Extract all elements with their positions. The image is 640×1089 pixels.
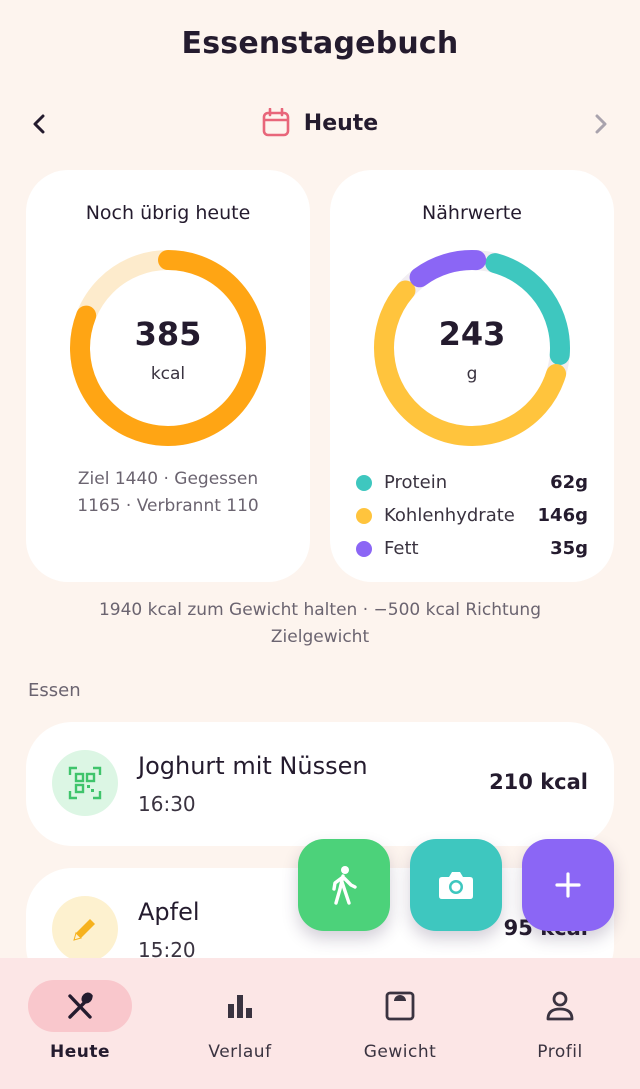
nutrients-total-unit: g	[466, 364, 478, 384]
nav-item-profil[interactable]: Profil	[490, 980, 630, 1080]
remaining-card-title: Noch übrig heute	[85, 202, 251, 224]
nav-label: Verlauf	[208, 1042, 272, 1062]
nav-item-gewicht[interactable]: Gewicht	[330, 980, 470, 1080]
legend-value: 35g	[550, 538, 588, 559]
person-icon	[546, 991, 574, 1021]
page-title: Essenstagebuch	[181, 26, 459, 61]
bar-chart-icon	[228, 995, 252, 1018]
camera-icon	[439, 872, 473, 899]
previous-day-button[interactable]	[22, 106, 58, 142]
maintenance-line-2: Zielgewicht	[270, 627, 370, 647]
legend-item-carbs: Kohlenhydrate 146g	[356, 499, 588, 532]
meal-calories: 210 kcal	[489, 770, 588, 794]
pencil-icon	[73, 919, 95, 941]
fat-segment	[409, 250, 487, 288]
legend-label: Protein	[384, 472, 448, 493]
nav-icon-container	[188, 980, 292, 1032]
add-meal-button[interactable]	[522, 839, 614, 931]
fat-dot-icon	[356, 540, 372, 557]
remaining-calories-ring	[70, 250, 266, 446]
nutrients-card-title: Nährwerte	[422, 202, 522, 224]
date-label: Heute	[303, 110, 379, 136]
date-selector[interactable]: Heute	[0, 108, 640, 138]
protein-dot-icon	[356, 474, 372, 491]
meal-source-icon	[52, 896, 118, 962]
legend-label: Kohlenhydrate	[384, 505, 515, 526]
nutrients-total-value: 243	[438, 315, 506, 353]
log-activity-button[interactable]	[298, 839, 390, 931]
meal-time: 16:30	[138, 792, 196, 816]
legend-item-protein: Protein 62g	[356, 466, 588, 499]
calorie-stats: Ziel 1440 · Gegessen 1165 · Verbrannt 11…	[46, 466, 290, 520]
bottom-navigation: Heute Verlauf Gewicht Profil	[0, 958, 640, 1089]
meal-name: Apfel	[138, 898, 200, 926]
chevron-left-icon	[33, 114, 45, 134]
legend-item-fat: Fett 35g	[356, 532, 588, 565]
calorie-stats-line-1: Ziel 1440 · Gegessen	[77, 469, 259, 489]
nav-label: Heute	[49, 1042, 111, 1062]
calendar-icon	[262, 108, 290, 137]
meal-name: Joghurt mit Nüssen	[138, 752, 368, 780]
nav-item-verlauf[interactable]: Verlauf	[170, 980, 310, 1080]
protein-segment	[485, 253, 570, 365]
nav-icon-container	[28, 980, 132, 1032]
nav-icon-container	[348, 980, 452, 1032]
maintenance-line-1: 1940 kcal zum Gewicht halten · −500 kcal…	[98, 600, 542, 620]
legend-value: 146g	[537, 505, 588, 526]
fork-knife-icon	[68, 992, 93, 1019]
maintenance-info: 1940 kcal zum Gewicht halten · −500 kcal…	[40, 597, 600, 651]
nav-label: Profil	[537, 1042, 583, 1062]
nav-icon-container	[508, 980, 612, 1032]
carbs-dot-icon	[356, 507, 372, 524]
remaining-calories-card[interactable]: Noch übrig heute 385 kcal Ziel 1440 · Ge…	[26, 170, 310, 582]
meals-section-label: Essen	[28, 680, 81, 701]
ring-progress-arc	[70, 250, 266, 446]
walking-icon	[332, 866, 357, 905]
date-navigation: Heute	[0, 100, 640, 148]
nutrients-legend: Protein 62g Kohlenhydrate 146g Fett 35g	[356, 466, 588, 565]
meal-source-icon	[52, 750, 118, 816]
qr-code-icon	[68, 766, 102, 800]
remaining-calories-unit: kcal	[150, 364, 186, 384]
chevron-right-icon	[595, 114, 607, 134]
camera-button[interactable]	[410, 839, 502, 931]
nav-item-heute[interactable]: Heute	[10, 980, 150, 1080]
next-day-button[interactable]	[582, 106, 618, 142]
calorie-stats-line-2: 1165 · Verbrannt 110	[77, 496, 259, 516]
carbs-segment	[374, 280, 567, 446]
nav-label: Gewicht	[363, 1042, 437, 1062]
nutrients-card[interactable]: Nährwerte 243 g Protein 62g Kohlenhydrat…	[330, 170, 614, 582]
meal-item[interactable]: Joghurt mit Nüssen 16:30 210 kcal	[26, 722, 614, 846]
legend-value: 62g	[550, 472, 588, 493]
nutrients-ring	[374, 250, 570, 446]
legend-label: Fett	[384, 538, 419, 559]
remaining-calories-value: 385	[134, 315, 202, 353]
plus-icon	[555, 872, 581, 898]
scale-icon	[385, 991, 415, 1021]
